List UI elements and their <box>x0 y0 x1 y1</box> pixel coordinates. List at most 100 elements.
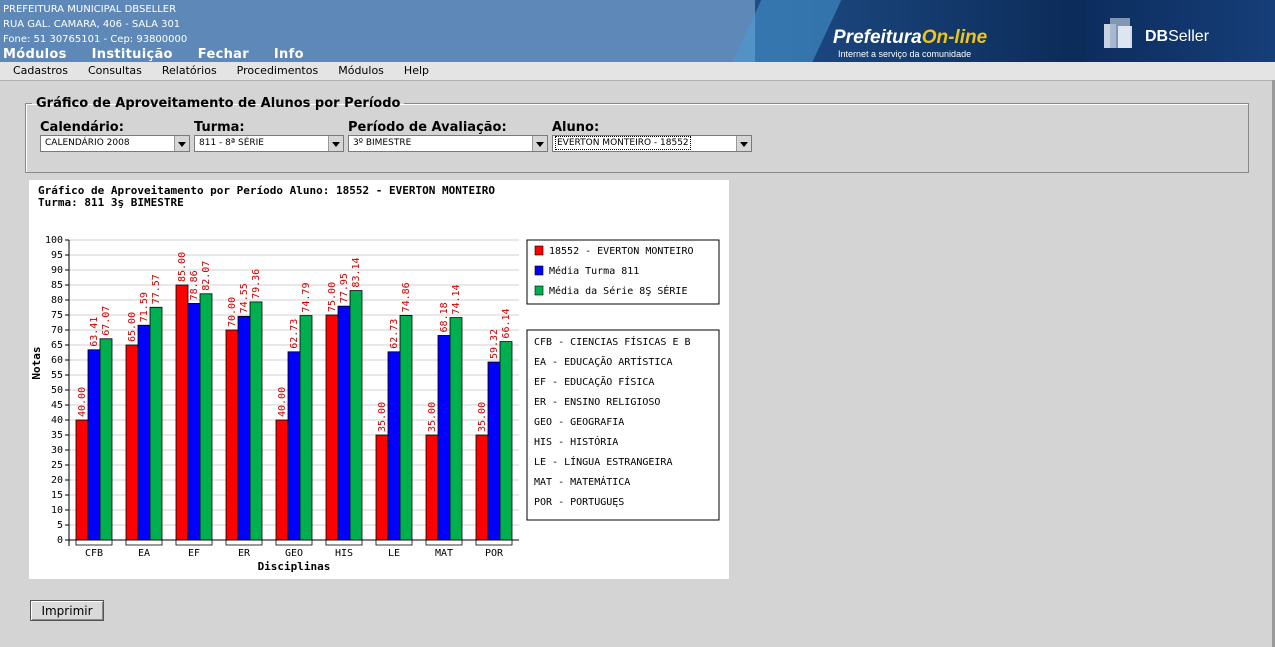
abbreviation-label: GEO - GEOGRAFIA <box>534 417 624 428</box>
bar <box>275 419 289 541</box>
bar <box>125 344 139 541</box>
banner-subtitle: Internet a serviço da comunidade <box>838 49 972 59</box>
legend-label: 18552 - EVERTON MONTEIRO <box>549 246 694 257</box>
dbseller-logo: DBSeller <box>1145 28 1209 46</box>
y-tick-label: 60 <box>51 355 63 366</box>
bar-value-label: 59.32 <box>489 329 500 359</box>
bar <box>399 315 413 541</box>
bar-value-label: 74.14 <box>451 284 462 314</box>
bar-value-label: 77.95 <box>339 273 350 303</box>
abbreviation-box <box>526 329 720 521</box>
filter-fieldset: Gráfico de Aproveitamento de Alunos por … <box>25 96 1249 173</box>
bar-value-label: 74.55 <box>239 283 250 313</box>
calendario-select[interactable]: CALENDÁRIO 2008 <box>40 135 190 152</box>
bar-value-label: 77.57 <box>151 274 162 304</box>
dbseller-logo-icon <box>1104 18 1132 48</box>
aluno-select[interactable]: EVERTON MONTEIRO - 18552 <box>552 135 752 152</box>
bar <box>349 290 363 541</box>
y-tick-label: 80 <box>51 295 63 306</box>
menu-relatorios[interactable]: Relatórios <box>161 64 217 77</box>
menu-bar: Cadastros Consultas Relatórios Procedime… <box>0 62 1275 81</box>
y-tick-label: 25 <box>51 460 63 471</box>
aluno-label: Aluno: <box>552 120 600 135</box>
org-name: PREFEITURA MUNICIPAL DBSELLER <box>3 4 177 15</box>
chevron-down-icon[interactable] <box>328 136 343 151</box>
top-menu: Módulos Instituição Fechar Info <box>3 47 329 62</box>
y-tick-label: 100 <box>45 235 63 246</box>
org-address: RUA GAL. CAMARA, 406 - SALA 301 <box>3 19 181 30</box>
bar <box>137 324 151 541</box>
periodo-value: 3º BIMESTRE <box>353 138 412 148</box>
top-menu-fechar[interactable]: Fechar <box>197 47 249 62</box>
chevron-down-icon[interactable] <box>532 136 547 151</box>
bar <box>249 301 263 541</box>
org-phone: Fone: 51 30765101 - Cep: 93800000 <box>3 34 188 45</box>
x-tick-label: ER <box>238 548 251 559</box>
abbreviation-label: CFB - CIENCIAS FÍSICAS E B <box>534 335 691 348</box>
bar-value-label: 75.00 <box>327 282 338 312</box>
x-tick-label: EF <box>188 548 200 559</box>
menu-modulos[interactable]: Módulos <box>338 64 384 77</box>
y-tick-label: 0 <box>57 535 63 546</box>
bar-value-label: 66.14 <box>501 308 512 338</box>
bar-base <box>325 539 363 546</box>
bar-base <box>425 539 463 546</box>
y-tick-label: 65 <box>51 340 63 351</box>
abbreviation-label: EF - EDUCAÇÃO FÍSICA <box>534 375 654 388</box>
legend-swatch <box>534 285 544 296</box>
x-tick-label: HIS <box>335 548 353 559</box>
top-menu-info[interactable]: Info <box>273 47 304 62</box>
chevron-down-icon[interactable] <box>174 136 189 151</box>
bar-base <box>275 539 313 546</box>
bar <box>149 306 163 541</box>
chart-panel: Gráfico de Aproveitamento por Período Al… <box>29 180 729 579</box>
bar <box>199 293 213 541</box>
periodo-select[interactable]: 3º BIMESTRE <box>348 135 548 152</box>
app-header: PREFEITURA MUNICIPAL DBSELLER RUA GAL. C… <box>0 0 1275 62</box>
performance-chart: Gráfico de Aproveitamento por Período Al… <box>30 184 720 573</box>
bar-value-label: 74.79 <box>301 283 312 313</box>
bar <box>187 303 201 541</box>
abbreviation-label: EA - EDUCAÇÃO ARTÍSTICA <box>534 355 672 368</box>
y-tick-label: 35 <box>51 430 63 441</box>
organization-info: PREFEITURA MUNICIPAL DBSELLER RUA GAL. C… <box>3 2 187 47</box>
y-tick-label: 75 <box>51 310 63 321</box>
y-tick-label: 15 <box>51 490 63 501</box>
y-tick-label: 45 <box>51 400 63 411</box>
prefeitura-online-logo: PrefeituraOn-line <box>833 27 987 49</box>
periodo-label: Período de Avaliação: <box>348 120 507 135</box>
chart-subtitle: Turma: 811 3ş BIMESTRE <box>38 196 184 209</box>
bar <box>99 338 113 541</box>
x-tick-label: LE <box>388 548 400 559</box>
y-tick-label: 40 <box>51 415 63 426</box>
bar <box>375 434 389 541</box>
bar-value-label: 35.00 <box>377 402 388 432</box>
menu-procedimentos[interactable]: Procedimentos <box>236 64 319 77</box>
x-tick-label: POR <box>485 548 504 559</box>
chevron-down-icon[interactable] <box>736 136 751 151</box>
filter-legend: Gráfico de Aproveitamento de Alunos por … <box>36 96 401 111</box>
top-menu-modulos[interactable]: Módulos <box>3 47 67 62</box>
x-axis-label: Disciplinas <box>258 560 331 573</box>
y-tick-label: 30 <box>51 445 63 456</box>
menu-consultas[interactable]: Consultas <box>87 64 142 77</box>
legend-label: Média da Série 8Ş SÉRIE <box>549 284 687 297</box>
turma-select[interactable]: 811 - 8ª SÉRIE <box>194 135 344 152</box>
bar <box>325 314 339 541</box>
print-button[interactable]: Imprimir <box>30 600 104 621</box>
y-tick-label: 55 <box>51 370 63 381</box>
top-menu-instituicao[interactable]: Instituição <box>91 47 173 62</box>
y-tick-label: 90 <box>51 265 63 276</box>
dbseller-text-b: Seller <box>1168 28 1210 45</box>
bar <box>75 419 89 541</box>
bar <box>487 361 501 541</box>
menu-help[interactable]: Help <box>403 64 429 77</box>
turma-value: 811 - 8ª SÉRIE <box>199 138 264 148</box>
bar-value-label: 70.00 <box>227 297 238 327</box>
bar-value-label: 62.73 <box>289 319 300 349</box>
bar-value-label: 62.73 <box>389 319 400 349</box>
legend-swatch <box>534 245 544 256</box>
calendario-label: Calendário: <box>40 120 124 135</box>
bar <box>225 329 239 541</box>
menu-cadastros[interactable]: Cadastros <box>13 64 68 77</box>
